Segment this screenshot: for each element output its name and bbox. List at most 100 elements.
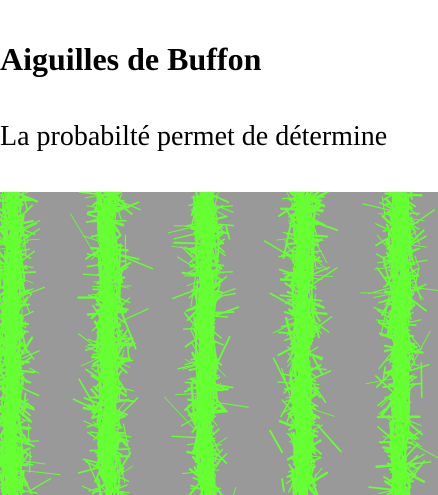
needle — [389, 198, 405, 209]
needle — [368, 486, 406, 493]
needle — [199, 399, 249, 408]
needle — [96, 237, 112, 275]
needle — [184, 359, 221, 377]
needle — [15, 390, 18, 401]
needle — [17, 285, 31, 313]
needle — [314, 293, 316, 309]
needle — [97, 293, 108, 302]
needle — [362, 203, 412, 216]
needle — [208, 192, 220, 204]
needle — [306, 328, 311, 364]
needle — [0, 313, 22, 324]
needle — [5, 299, 21, 302]
needle — [293, 354, 307, 385]
needle — [102, 355, 118, 385]
needle — [70, 213, 97, 257]
needle — [301, 410, 314, 434]
needle — [0, 257, 4, 279]
needle — [297, 361, 327, 403]
needle — [95, 280, 107, 298]
needle — [401, 305, 405, 337]
needle — [91, 410, 115, 420]
needle — [4, 359, 30, 364]
needle — [195, 278, 199, 315]
needle — [199, 425, 215, 439]
needle — [1, 271, 37, 275]
needle — [205, 192, 230, 204]
needle — [121, 308, 149, 322]
needle — [18, 446, 33, 458]
needle — [412, 267, 420, 294]
needle — [0, 289, 30, 301]
needle — [379, 201, 413, 220]
needle — [21, 192, 28, 210]
needle — [312, 356, 324, 376]
needle — [304, 304, 309, 316]
needle — [300, 311, 305, 334]
needle — [392, 348, 397, 372]
needle — [98, 466, 106, 483]
needle — [0, 451, 15, 466]
needle — [400, 354, 412, 361]
needle — [393, 315, 421, 347]
needle — [106, 284, 110, 308]
needle — [1, 390, 13, 401]
needle — [377, 426, 405, 449]
needle — [300, 467, 323, 495]
needle — [99, 354, 124, 385]
needle — [300, 221, 311, 245]
needle — [182, 361, 209, 370]
needle — [200, 400, 206, 435]
needle — [101, 232, 114, 237]
needle — [0, 287, 14, 303]
needle — [10, 237, 15, 267]
intro-text: La probabilté permet de détermine — [0, 121, 388, 152]
needle — [194, 443, 222, 451]
needle — [190, 204, 196, 217]
needle — [392, 463, 416, 477]
needle — [395, 412, 424, 436]
needle — [420, 362, 423, 398]
needle — [1, 312, 11, 353]
needle-group — [0, 192, 438, 495]
needle — [110, 220, 125, 225]
needle — [291, 250, 295, 264]
needle — [291, 204, 324, 213]
needle — [107, 250, 140, 261]
needle — [203, 440, 228, 464]
needle — [96, 426, 123, 436]
needle — [306, 274, 312, 298]
needle — [94, 400, 127, 440]
needle — [292, 383, 312, 387]
needle — [403, 482, 406, 495]
needle — [115, 491, 129, 495]
needle — [103, 409, 108, 422]
needle — [194, 403, 221, 422]
needle — [106, 290, 114, 301]
needle — [163, 396, 195, 430]
needle — [290, 388, 302, 396]
needle — [107, 384, 134, 392]
needle — [96, 407, 102, 426]
needle — [301, 310, 305, 346]
needle — [106, 411, 117, 457]
needle — [82, 458, 119, 469]
needle — [0, 470, 25, 473]
needle — [0, 298, 27, 335]
needle — [391, 347, 416, 353]
needle — [193, 449, 209, 453]
needle — [0, 414, 10, 428]
needle — [85, 460, 130, 483]
needle — [208, 410, 229, 415]
needle — [110, 261, 114, 275]
needle — [4, 405, 10, 439]
needle — [114, 349, 125, 378]
needle — [392, 369, 410, 413]
needle — [182, 327, 206, 330]
needle — [310, 325, 314, 343]
needle — [0, 359, 8, 370]
needle — [17, 192, 23, 224]
needle — [8, 477, 27, 487]
needle — [106, 380, 110, 397]
needle — [167, 222, 209, 234]
